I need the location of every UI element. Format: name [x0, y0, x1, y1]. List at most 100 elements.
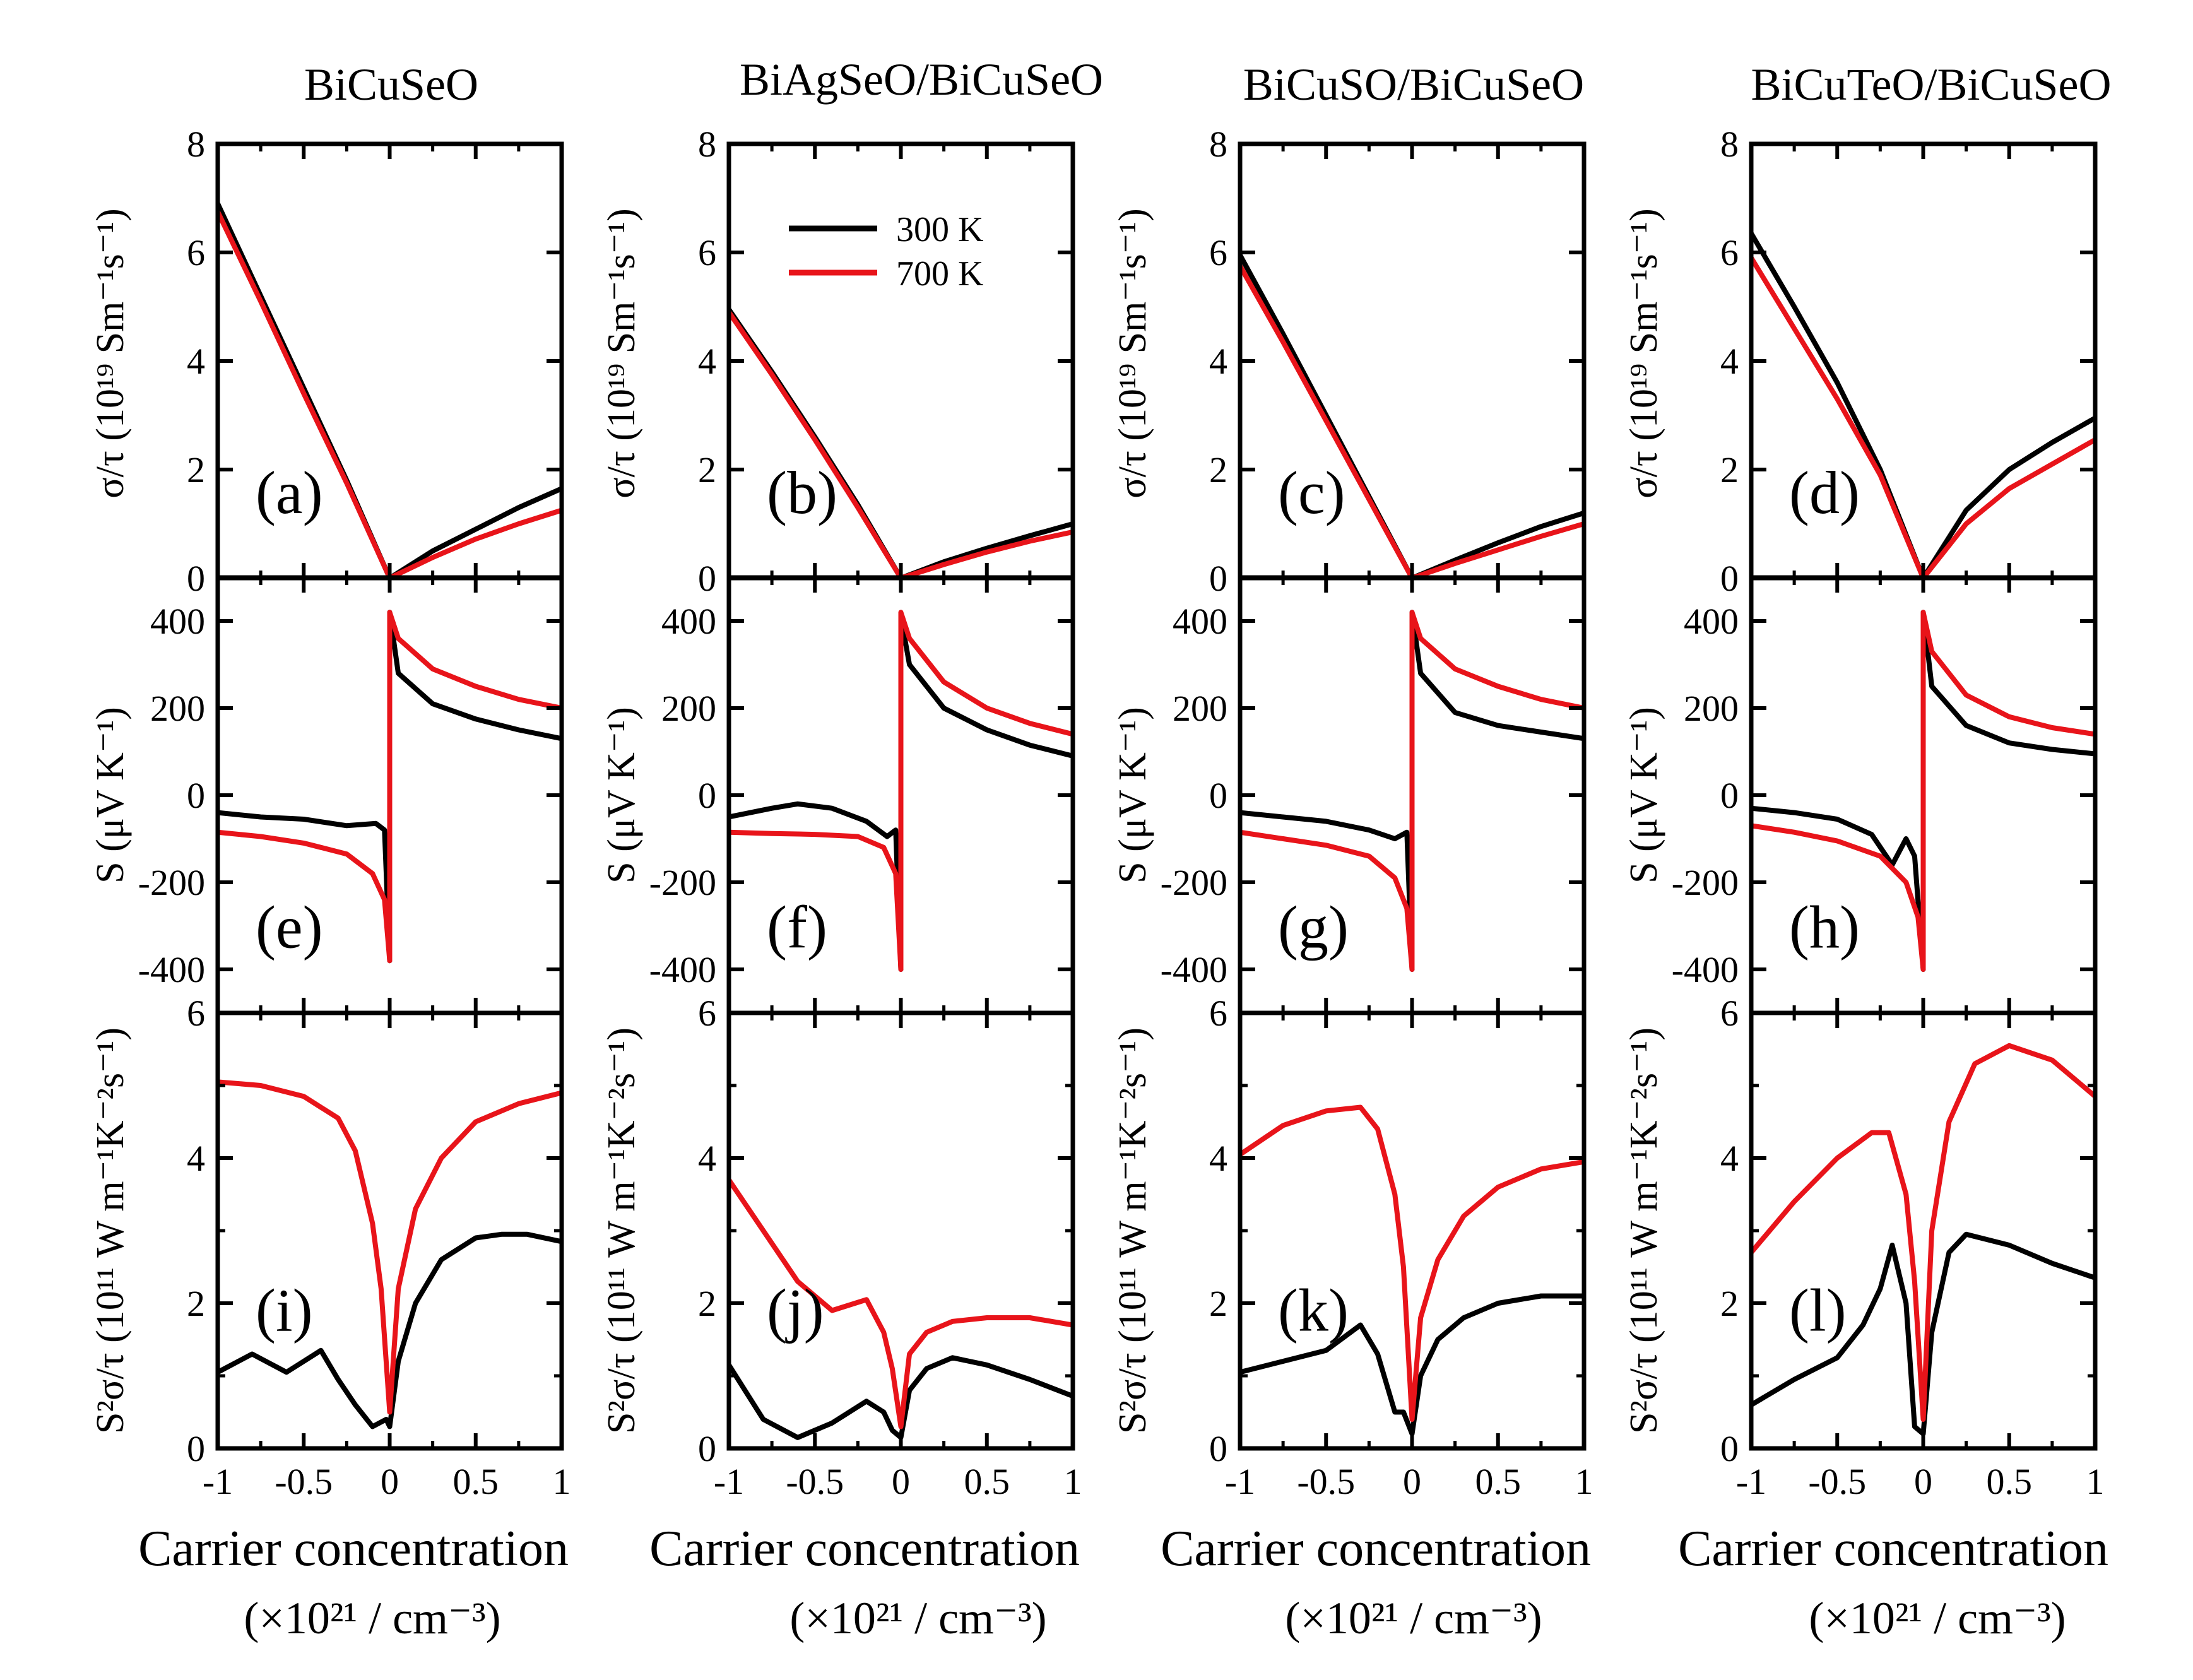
series-line-700k-r1c3 [1751, 610, 2095, 972]
ytick-label-r0c2-1: 2 [1209, 449, 1227, 490]
ytick-label-r0c3-3: 6 [1720, 232, 1739, 273]
xtick-label-r2c2-4: 1 [1575, 1461, 1593, 1502]
xtick-label-r2c3-4: 1 [2086, 1461, 2105, 1502]
series-line-700k-r2c3 [1751, 1043, 2095, 1422]
xtick-label-r2c0-4: 1 [553, 1461, 571, 1502]
panel-letter-r1c3: (h) [1789, 894, 1860, 961]
ytick-label-r2c1-2: 4 [698, 1138, 716, 1179]
ytick-label-r2c2-2: 4 [1209, 1138, 1227, 1179]
ytick-label-r0c3-1: 2 [1720, 449, 1739, 490]
ytick-label-r2c3-1: 2 [1720, 1283, 1739, 1324]
ytick-label-r0c2-2: 4 [1209, 341, 1227, 382]
panel-r1c0: -400 -200 0 200 400 (e) [138, 575, 564, 1015]
ytick-label-r0c2-0: 0 [1209, 558, 1227, 599]
panel-letter-r2c3: (l) [1789, 1277, 1847, 1344]
xlabel-col4: Carrier concentration [1678, 1521, 2108, 1576]
panel-r0c3: 0 2 4 6 8 (d) [1720, 124, 2098, 599]
panel-r0c2: 0 2 4 6 8 (c) [1209, 124, 1587, 599]
ytick-label-r1c1-3: 200 [661, 688, 716, 729]
xlabel-col3: Carrier concentration [1161, 1521, 1591, 1576]
ytick-label-r2c2-1: 2 [1209, 1283, 1227, 1324]
panel-letter-r1c2: (g) [1278, 894, 1349, 961]
xtick-label-r2c1-3: 0.5 [964, 1461, 1010, 1502]
ytick-label-r2c0-2: 4 [187, 1138, 205, 1179]
ytick-label-r0c1-4: 8 [698, 124, 716, 165]
column-title-4: BiCuTeO/BiCuSeO [1751, 59, 2111, 110]
panel-r2c0: 0 2 4 6 -1 -0.5 0 0.5 1 (i) [187, 993, 571, 1502]
xtick-label-r2c3-0: -1 [1736, 1461, 1766, 1502]
ytick-label-r1c3-4: 400 [1684, 601, 1739, 642]
xtick-label-r2c0-1: -0.5 [275, 1461, 333, 1502]
panel-letter-r0c2: (c) [1278, 459, 1345, 526]
ytick-label-r1c2-4: 400 [1173, 601, 1227, 642]
panel-letter-r1c1: (f) [767, 894, 827, 961]
ytick-label-r2c3-3: 6 [1720, 993, 1739, 1034]
xtick-label-r2c1-0: -1 [714, 1461, 744, 1502]
ytick-label-r2c2-0: 0 [1209, 1428, 1227, 1469]
ylabel-sigma-col2: σ/τ (10¹⁹ Sm⁻¹s⁻¹) [600, 208, 643, 499]
xtick-label-r2c1-2: 0 [892, 1461, 910, 1502]
ytick-label-r0c1-1: 2 [698, 449, 716, 490]
series-line-700k-r2c1 [729, 1177, 1073, 1429]
ytick-label-r1c1-4: 400 [661, 601, 716, 642]
ytick-label-r1c2-0: -400 [1161, 949, 1227, 990]
xtick-label-r2c1-4: 1 [1064, 1461, 1082, 1502]
ytick-label-r0c3-4: 8 [1720, 124, 1739, 165]
ytick-label-r2c1-1: 2 [698, 1283, 716, 1324]
ytick-label-r1c0-3: 200 [150, 688, 205, 729]
xtick-label-r2c2-1: -0.5 [1297, 1461, 1355, 1502]
series-line-300k-r2c0 [218, 1231, 562, 1429]
series-line-300k-r0c1 [729, 307, 1073, 578]
ylabel-seebeck-col4: S (μV K⁻¹) [1623, 707, 1665, 884]
ytick-label-r2c3-2: 4 [1720, 1138, 1739, 1179]
ytick-label-r0c3-2: 4 [1720, 341, 1739, 382]
series-line-300k-r0c3 [1751, 230, 2095, 578]
panel-r1c2: -400 -200 0 200 400 (g) [1161, 575, 1587, 1015]
ytick-label-r0c0-2: 4 [187, 341, 205, 382]
ytick-label-r1c0-4: 400 [150, 601, 205, 642]
series-line-700k-r1c0 [218, 610, 562, 964]
panel-r2c1: 0 2 4 6 -1 -0.5 0 0.5 1 (j) [698, 993, 1082, 1502]
panel-r0c1: 0 2 4 6 8 (b) [698, 124, 1075, 599]
ytick-label-r1c2-2: 0 [1209, 775, 1227, 816]
panel-letter-r1c0: (e) [256, 894, 323, 961]
ytick-label-r2c1-3: 6 [698, 993, 716, 1034]
series-line-700k-r0c0 [218, 209, 562, 578]
ytick-label-r0c3-0: 0 [1720, 558, 1739, 599]
ytick-label-r0c1-2: 4 [698, 341, 716, 382]
series-line-300k-r2c1 [729, 1355, 1073, 1440]
ytick-label-r0c2-3: 6 [1209, 232, 1227, 273]
xunit-col1: (×10²¹ / cm⁻³) [244, 1593, 500, 1643]
ytick-label-r0c0-1: 2 [187, 449, 205, 490]
panel-frame-r2c1 [726, 1010, 1075, 1451]
panel-letter-r2c2: (k) [1278, 1277, 1349, 1344]
ytick-label-r2c0-3: 6 [187, 993, 205, 1034]
series-line-700k-r1c1 [729, 610, 1073, 972]
xtick-label-r2c1-1: -0.5 [786, 1461, 844, 1502]
ytick-label-r0c1-0: 0 [698, 558, 716, 599]
ylabel-sigma-col1: σ/τ (10¹⁹ Sm⁻¹s⁻¹) [89, 208, 132, 499]
ytick-label-r1c0-1: -200 [138, 862, 205, 903]
ytick-label-r2c0-1: 2 [187, 1283, 205, 1324]
legend: 300 K 700 K [789, 210, 983, 293]
ytick-label-r1c3-0: -400 [1672, 949, 1739, 990]
panel-r0c0: 0 2 4 6 8 (a) [187, 124, 564, 599]
xlabel-col1: Carrier concentration [138, 1521, 569, 1576]
ytick-label-r1c3-1: -200 [1672, 862, 1739, 903]
panel-letter-r0c0: (a) [256, 459, 323, 526]
series-line-700k-r0c3 [1751, 255, 2095, 578]
xtick-label-r2c2-2: 0 [1403, 1461, 1421, 1502]
ytick-label-r0c0-0: 0 [187, 558, 205, 599]
column-title-1: BiCuSeO [304, 59, 478, 110]
ylabel-power-col3: S²σ/τ (10¹¹ W m⁻¹K⁻²s⁻¹) [1111, 1027, 1154, 1434]
xtick-label-r2c3-2: 0 [1914, 1461, 1932, 1502]
ytick-label-r1c1-0: -400 [649, 949, 716, 990]
ylabel-seebeck-col3: S (μV K⁻¹) [1111, 707, 1154, 884]
ytick-label-r0c0-3: 6 [187, 232, 205, 273]
xtick-label-r2c3-1: -0.5 [1808, 1461, 1866, 1502]
xtick-label-r2c0-3: 0.5 [453, 1461, 499, 1502]
ytick-label-r2c1-0: 0 [698, 1428, 716, 1469]
panel-letter-r2c1: (j) [767, 1277, 824, 1344]
ylabel-seebeck-col2: S (μV K⁻¹) [600, 707, 643, 884]
